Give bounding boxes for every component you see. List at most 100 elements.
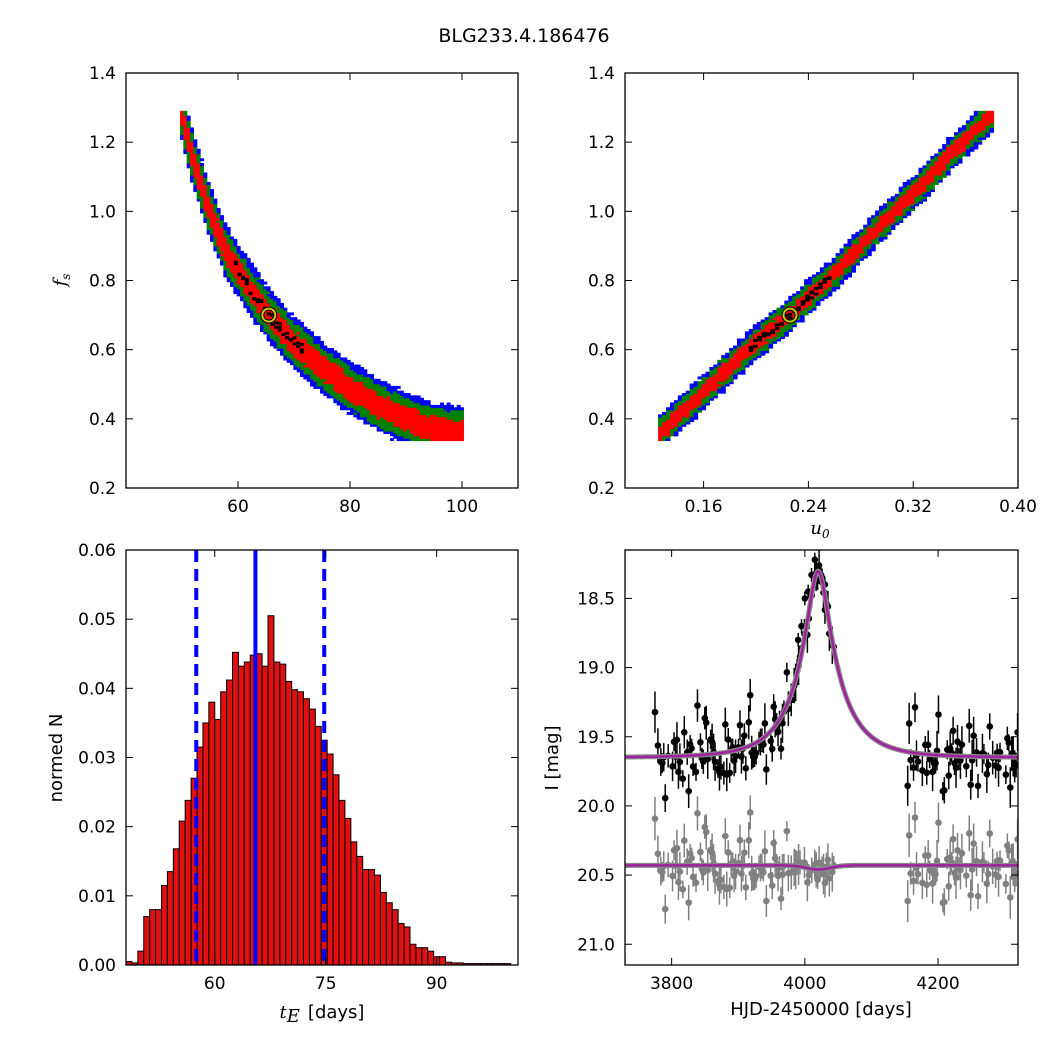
heatmap-cell — [386, 419, 391, 423]
heatmap-cell — [216, 253, 221, 257]
core-cell — [748, 346, 754, 350]
heatmap-cell — [871, 234, 876, 238]
heatmap-cell — [306, 350, 311, 354]
heatmap-cell — [333, 352, 338, 356]
heatmap-cell — [400, 390, 404, 394]
heatmap-cell — [233, 250, 238, 254]
chi2-map-cells — [658, 110, 995, 442]
heatmap-cell — [366, 376, 371, 380]
heatmap-cell — [665, 407, 671, 411]
heatmap-cell — [423, 416, 428, 420]
heatmap-cell — [890, 212, 896, 216]
heatmap-cell — [851, 243, 856, 247]
heatmap-cell — [236, 262, 241, 266]
heatmap-cell — [697, 407, 703, 411]
heatmap-cell — [403, 433, 408, 437]
heatmap-cell — [286, 338, 291, 342]
heatmap-cell — [190, 167, 194, 171]
heatmap-cell — [673, 430, 679, 434]
residual-point — [689, 873, 697, 881]
heatmap-cell — [323, 383, 328, 387]
heatmap-cell — [713, 366, 718, 370]
heatmap-cell — [363, 409, 368, 413]
heatmap-cell — [942, 144, 947, 148]
heatmap-cell — [343, 383, 348, 387]
heatmap-cell — [934, 158, 939, 162]
heatmap-cell — [410, 412, 414, 415]
heatmap-cell — [658, 414, 663, 418]
heatmap-cell — [370, 423, 374, 427]
heatmap-cell — [867, 241, 872, 245]
heatmap-cell — [436, 412, 441, 415]
heatmap-cell — [882, 208, 888, 212]
heatmap-cell — [370, 407, 374, 411]
light-curve-plot — [625, 550, 1018, 924]
heatmap-cell — [811, 274, 817, 278]
heatmap-cell — [851, 269, 856, 273]
heatmap-cell — [306, 364, 311, 368]
heatmap-cell — [662, 421, 667, 425]
heatmap-cell — [350, 397, 354, 401]
heatmap-cell — [776, 310, 782, 314]
heatmap-cell — [356, 416, 361, 420]
heatmap-cell — [230, 279, 234, 283]
heatmap-cell — [266, 314, 271, 318]
heatmap-cell — [310, 378, 314, 382]
heatmap-cell — [859, 238, 864, 242]
heatmap-cell — [393, 433, 398, 437]
heatmap-cell — [416, 404, 421, 408]
heatmap-cell — [296, 321, 301, 325]
heatmap-cell — [393, 393, 398, 397]
heatmap-cell — [280, 305, 284, 309]
heatmap-cell — [206, 208, 211, 212]
heatmap-cell — [326, 359, 331, 363]
heatmap-cell — [808, 302, 813, 306]
heatmap-cell — [729, 371, 734, 375]
data-point — [768, 745, 776, 753]
heatmap-cell — [946, 148, 951, 152]
heatmap-cell — [383, 395, 388, 399]
heatmap-cell — [863, 236, 868, 240]
heatmap-cell — [403, 430, 408, 434]
heatmap-cell — [310, 381, 314, 385]
heatmap-cell — [776, 307, 782, 311]
heatmap-cell — [989, 127, 995, 131]
heatmap-cell — [420, 402, 424, 406]
heatmap-cell — [360, 371, 364, 375]
heatmap-cell — [316, 385, 321, 389]
heatmap-cell — [323, 374, 328, 378]
heatmap-cell — [436, 433, 441, 437]
heatmap-cell — [436, 435, 441, 439]
heatmap-cell — [416, 428, 421, 432]
heatmap-cell — [662, 435, 667, 439]
heatmap-cell — [942, 165, 947, 169]
heatmap-cell — [839, 274, 845, 278]
heatmap-cell — [713, 381, 718, 385]
heatmap-cell — [693, 381, 699, 385]
heatmap-cell — [186, 148, 191, 152]
core-cell — [822, 277, 828, 281]
heatmap-cell — [977, 139, 983, 143]
heatmap-cell — [286, 359, 291, 363]
heatmap-cell — [977, 141, 983, 145]
data-point — [811, 556, 819, 563]
heatmap-cell — [230, 269, 234, 273]
heatmap-cell — [760, 347, 766, 351]
heatmap-cell — [246, 286, 251, 290]
heatmap-cell — [236, 276, 241, 280]
histogram-bar — [161, 884, 168, 966]
heatmap-cell — [310, 369, 314, 373]
heatmap-cell — [356, 402, 361, 406]
heatmap-cell — [847, 248, 853, 252]
heatmap-cell — [390, 433, 394, 437]
heatmap-cell — [300, 355, 304, 359]
heatmap-cell — [273, 331, 278, 335]
histogram-bar — [427, 950, 435, 966]
heatmap-cell — [934, 163, 939, 166]
heatmap-cell — [300, 362, 304, 366]
heatmap-cell — [210, 191, 214, 195]
heatmap-cell — [390, 419, 394, 423]
heatmap-cell — [183, 132, 188, 136]
heatmap-cell — [443, 407, 448, 411]
heatmap-cell — [804, 291, 809, 295]
